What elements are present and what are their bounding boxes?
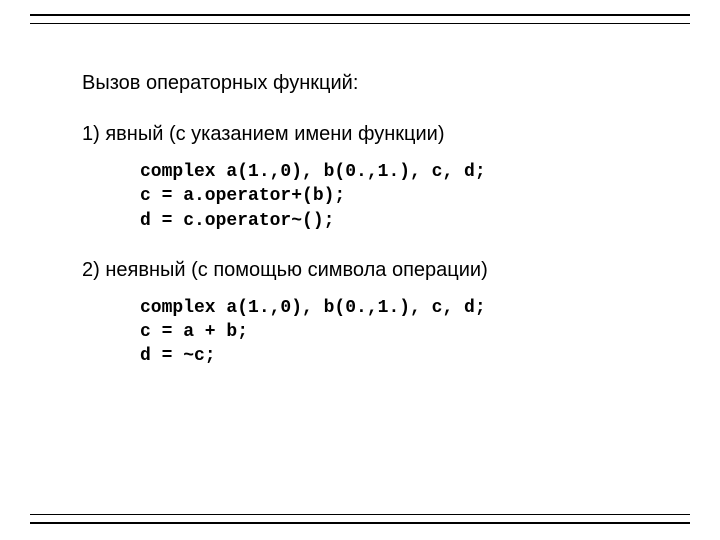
section-1-label: 1) явный (с указанием имени функции) xyxy=(82,123,638,146)
slide-content: Вызов операторных функций: 1) явный (с у… xyxy=(30,24,690,369)
section-1-code: complex a(1.,0), b(0.,1.), c, d; c = a.o… xyxy=(140,160,638,233)
bottom-border-thin xyxy=(30,514,690,522)
bottom-border xyxy=(30,514,690,524)
slide-heading: Вызов операторных функций: xyxy=(82,72,638,95)
top-border-thin xyxy=(30,16,690,24)
section-2-code: complex a(1.,0), b(0.,1.), c, d; c = a +… xyxy=(140,296,638,369)
section-2-label: 2) неявный (с помощью символа операции) xyxy=(82,259,638,282)
slide-frame: Вызов операторных функций: 1) явный (с у… xyxy=(30,14,690,524)
bottom-border-thick xyxy=(30,522,690,524)
